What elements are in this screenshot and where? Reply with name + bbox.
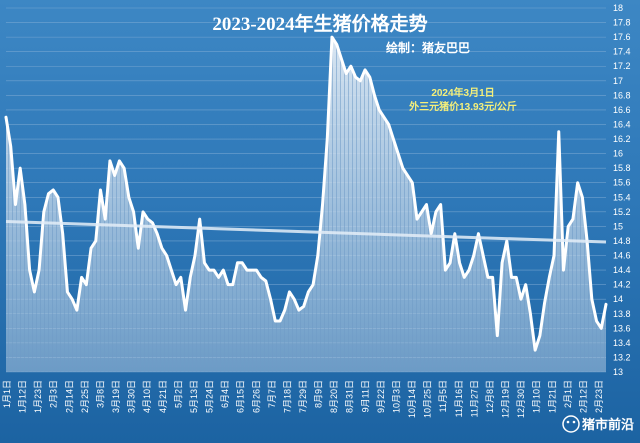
x-tick-label: 2月23日 xyxy=(594,380,604,413)
x-tick-label: 6月4日 xyxy=(220,380,230,408)
trendline xyxy=(5,219,607,244)
y-tick-label: 13.8 xyxy=(613,309,631,319)
y-tick-label: 15.8 xyxy=(613,163,631,173)
y-tick-label: 17.2 xyxy=(613,61,631,71)
watermark-text: 猪市前沿 xyxy=(581,417,634,432)
y-tick-label: 14.4 xyxy=(613,265,631,275)
x-tick-label: 8月9日 xyxy=(314,380,324,408)
y-axis: 13 13.2 13.4 13.6 13.8 14 14.2 14.4 14.6 14.8 15 15… xyxy=(613,3,631,377)
watermark-icon-eye xyxy=(566,420,570,424)
y-tick-label: 18 xyxy=(613,3,623,13)
x-tick-label: 1月12日 xyxy=(18,380,28,413)
x-tick-label: 1月23日 xyxy=(33,380,43,413)
x-tick-label: 7月18日 xyxy=(282,380,292,413)
x-tick-label: 7月29日 xyxy=(298,380,308,413)
x-tick-label: 9月22日 xyxy=(376,380,386,413)
x-tick-label: 2月3日 xyxy=(49,380,59,408)
x-tick-label: 6月26日 xyxy=(251,380,261,413)
x-tick-label: 1月1日 xyxy=(2,380,12,408)
y-tick-label: 16.6 xyxy=(613,105,631,115)
y-tick-label: 16.2 xyxy=(613,134,631,144)
x-tick-label: 11月5日 xyxy=(438,380,448,412)
y-tick-label: 15.2 xyxy=(613,207,631,217)
trend-line xyxy=(5,219,607,244)
x-tick-label: 1月21日 xyxy=(547,380,557,413)
x-tick-label: 1月10日 xyxy=(532,380,542,413)
x-tick-label: 3月8日 xyxy=(95,380,105,408)
price-line xyxy=(4,35,608,352)
x-tick-label: 8月31日 xyxy=(345,380,355,413)
price-area xyxy=(4,35,608,373)
watermark-icon xyxy=(562,415,580,433)
x-tick-label: 10月14日 xyxy=(407,380,417,418)
y-tick-label: 15.4 xyxy=(613,192,631,202)
y-tick-label: 13 xyxy=(613,367,623,377)
annotation-date: 2024年3月1日 xyxy=(431,86,494,99)
x-tick-label: 5月24日 xyxy=(205,380,215,413)
x-tick-label: 11月27日 xyxy=(469,380,479,417)
x-tick-label: 11月16日 xyxy=(454,380,464,417)
x-tick-label: 5月13日 xyxy=(189,380,199,413)
y-tick-label: 16 xyxy=(613,149,623,159)
x-tick-label: 4月21日 xyxy=(158,380,168,413)
x-tick-label: 7月7日 xyxy=(267,380,277,408)
x-axis: 1月1日 1月12日 1月23日 2月3日 2月14日 2月25日 3月8日 3月19日 3月3… xyxy=(2,380,604,418)
y-tick-label: 17.6 xyxy=(613,32,631,42)
x-tick-label: 10月25日 xyxy=(423,380,433,418)
x-tick-label: 3月30日 xyxy=(127,380,137,413)
x-tick-label: 5月2日 xyxy=(173,380,183,408)
x-tick-label: 2月12日 xyxy=(578,380,588,413)
x-tick-label: 4月10日 xyxy=(142,380,152,413)
y-tick-label: 13.2 xyxy=(613,352,631,362)
y-tick-label: 17 xyxy=(613,76,623,86)
y-tick-label: 14 xyxy=(613,294,623,304)
y-tick-label: 13.4 xyxy=(613,338,631,348)
x-tick-label: 6月15日 xyxy=(236,380,246,413)
x-tick-label: 2月14日 xyxy=(64,380,74,413)
x-tick-label: 12月30日 xyxy=(516,380,526,418)
x-tick-label: 10月3日 xyxy=(391,380,401,413)
chart-title: 2023-2024年生猪价格走势 xyxy=(212,12,427,35)
y-tick-label: 13.6 xyxy=(613,323,631,333)
watermark: 猪市前沿 xyxy=(562,415,634,433)
y-tick-label: 16.4 xyxy=(613,119,631,129)
x-tick-label: 8月20日 xyxy=(329,380,339,413)
area-hatch xyxy=(6,37,606,373)
y-tick-label: 17.4 xyxy=(613,47,631,57)
x-tick-label: 12月19日 xyxy=(501,380,511,418)
y-tick-label: 14.2 xyxy=(613,280,631,290)
chart-subtitle: 绘制：猪友巴巴 xyxy=(386,40,470,55)
y-tick-label: 17.8 xyxy=(613,18,631,28)
x-tick-label: 12月8日 xyxy=(485,380,495,413)
y-tick-label: 14.8 xyxy=(613,236,631,246)
x-tick-label: 3月19日 xyxy=(111,380,121,413)
y-tick-label: 16.8 xyxy=(613,90,631,100)
x-tick-label: 2月1日 xyxy=(563,380,573,408)
watermark-icon-eye xyxy=(572,420,576,424)
y-tick-label: 14.6 xyxy=(613,251,631,261)
y-tick-label: 15.6 xyxy=(613,178,631,188)
x-tick-label: 9月11日 xyxy=(360,380,370,412)
x-tick-label: 2月25日 xyxy=(80,380,90,413)
annotation-price: 外三元猪价13.93元/公斤 xyxy=(408,100,517,113)
y-tick-label: 15 xyxy=(613,221,623,231)
